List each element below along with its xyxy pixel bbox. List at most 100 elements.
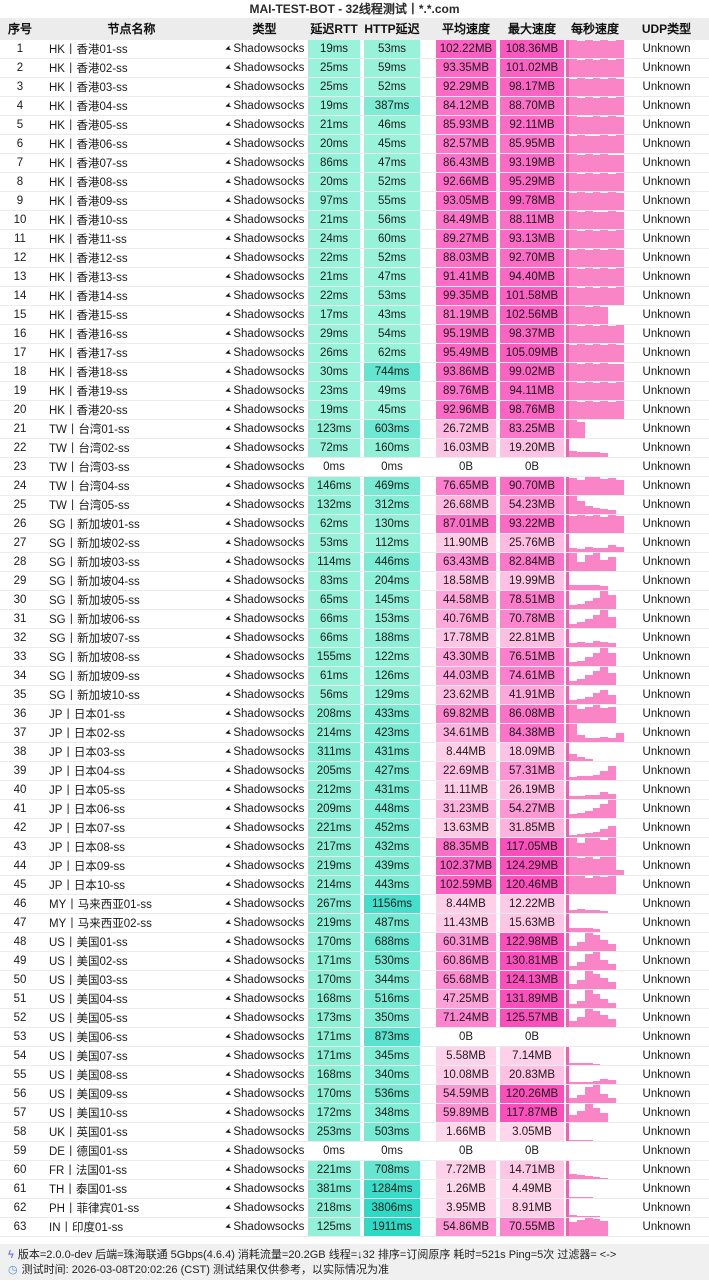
cell-avg-speed: 13.63MB [434, 819, 498, 837]
type-label: Shadowsocks [233, 461, 305, 473]
cell-udp-type: Unknown [642, 1183, 691, 1195]
speed-sparkline [566, 724, 625, 742]
table-row: 49US丨美国02-ssShadowsocks171ms530ms60.86MB… [0, 952, 709, 971]
cell-max-speed-value: 124.13MB [500, 971, 564, 989]
cell-index: 57 [13, 1107, 27, 1119]
cell-rtt-value: 219ms [308, 914, 360, 932]
speed-bar [569, 477, 577, 495]
cell-rtt: 17ms [306, 306, 362, 324]
cell-http-latency: 439ms [362, 857, 422, 875]
proxy-arrow-icon [224, 519, 233, 529]
cell-http-latency-value: 469ms [364, 477, 420, 495]
column-gap [422, 933, 434, 951]
cell-http-latency: 340ms [362, 1066, 422, 1084]
speed-bar [576, 812, 585, 818]
cell-rtt: 267ms [306, 895, 362, 913]
cell-max-speed-value: 98.17MB [500, 78, 564, 96]
cell-max-speed: 0B [498, 1142, 566, 1160]
cell-http-latency: 53ms [362, 287, 422, 305]
type-label: Shadowsocks [233, 195, 305, 207]
cell-rtt: 168ms [306, 1066, 362, 1084]
proxy-arrow-icon [224, 139, 233, 149]
type-label: Shadowsocks [233, 290, 305, 302]
speed-bar [608, 1097, 617, 1103]
speed-bar [608, 943, 617, 951]
cell-udp-type: Unknown [642, 404, 691, 416]
speed-sparkline [566, 1142, 624, 1160]
speed-bar [569, 325, 577, 343]
column-gap [422, 382, 434, 400]
cell-rtt: 221ms [306, 819, 362, 837]
speed-sparkline [566, 838, 624, 856]
speed-bar [616, 59, 625, 77]
cell-speed-bars [566, 116, 625, 134]
cell-udp-type: Unknown [642, 917, 691, 929]
speed-bar [566, 420, 569, 438]
cell-max-speed-value: 88.11MB [500, 211, 564, 229]
cell-node-name: JP丨日本06-ss [49, 804, 126, 816]
speed-bar [569, 173, 577, 191]
cell-node-name: HK丨香港16-ss [49, 329, 128, 341]
speed-bar [584, 600, 593, 609]
cell-http-latency-value: 52ms [364, 78, 420, 96]
proxy-arrow-icon [224, 918, 233, 928]
speed-bar [608, 876, 617, 894]
cell-type: Shadowsocks [223, 401, 306, 419]
speed-bar [566, 667, 569, 685]
proxy-arrow-icon [224, 1184, 233, 1194]
cell-rtt: 61ms [306, 667, 362, 685]
cell-type: Shadowsocks [223, 230, 306, 248]
cell-max-speed-value: 99.78MB [500, 192, 564, 210]
cell-udp-type: Unknown [642, 62, 691, 74]
proxy-arrow-icon [224, 728, 233, 738]
cell-avg-speed: 63.43MB [434, 553, 498, 571]
cell-avg-speed-value: 91.41MB [436, 268, 496, 286]
speed-bar [576, 78, 585, 96]
cell-http-latency-value: 52ms [364, 173, 420, 191]
speed-bar [584, 675, 593, 685]
cell-http-latency-value: 487ms [364, 914, 420, 932]
speed-bar [566, 819, 569, 837]
proxy-arrow-icon [224, 215, 233, 225]
cell-http-latency: 487ms [362, 914, 422, 932]
cell-max-speed: 0B [498, 1028, 566, 1046]
speed-bar [584, 268, 593, 286]
speed-sparkline [566, 857, 625, 875]
speed-sparkline [566, 990, 624, 1008]
cell-speed-bars [566, 344, 625, 362]
speed-bar [569, 451, 577, 457]
cell-max-speed-value: 0B [524, 1031, 540, 1043]
cell-udp-type: Unknown [642, 100, 691, 112]
speed-sparkline [566, 306, 624, 324]
cell-index: 23 [13, 461, 27, 473]
cell-speed-bars [566, 819, 624, 837]
cell-max-speed: 82.84MB [498, 553, 566, 571]
speed-sparkline [566, 686, 624, 704]
speed-bar [576, 421, 585, 438]
cell-node-name: HK丨香港02-ss [49, 63, 128, 75]
cell-http-latency-value: 47ms [364, 154, 420, 172]
cell-udp-type: Unknown [642, 974, 691, 986]
table-row: 8HK丨香港08-ssShadowsocks20ms52ms92.66MB95.… [0, 173, 709, 192]
speed-bar [608, 211, 617, 229]
cell-node-name: HK丨香港01-ss [49, 44, 128, 56]
cell-node-name: MY丨马来西亚02-ss [49, 918, 152, 930]
speed-bar [600, 154, 609, 172]
speed-bar [600, 999, 609, 1008]
cell-type: Shadowsocks [223, 553, 306, 571]
cell-avg-speed: 23.62MB [434, 686, 498, 704]
cell-rtt: 22ms [306, 287, 362, 305]
speed-bar [569, 945, 577, 951]
cell-avg-speed-value: 22.69MB [436, 762, 496, 780]
speed-bar [600, 325, 609, 343]
clock-icon [8, 1264, 18, 1276]
cell-max-speed: 102.56MB [498, 306, 566, 324]
cell-avg-speed: 60.86MB [434, 952, 498, 970]
cell-avg-speed: 1.26MB [434, 1180, 498, 1198]
table-row: 34SG丨新加坡09-ssShadowsocks61ms126ms44.03MB… [0, 667, 709, 686]
cell-udp-type: Unknown [642, 252, 691, 264]
cell-http-latency-value: 431ms [364, 743, 420, 761]
cell-avg-speed-value: 87.01MB [436, 515, 496, 533]
cell-rtt: 20ms [306, 173, 362, 191]
cell-max-speed: 3.05MB [498, 1123, 566, 1141]
